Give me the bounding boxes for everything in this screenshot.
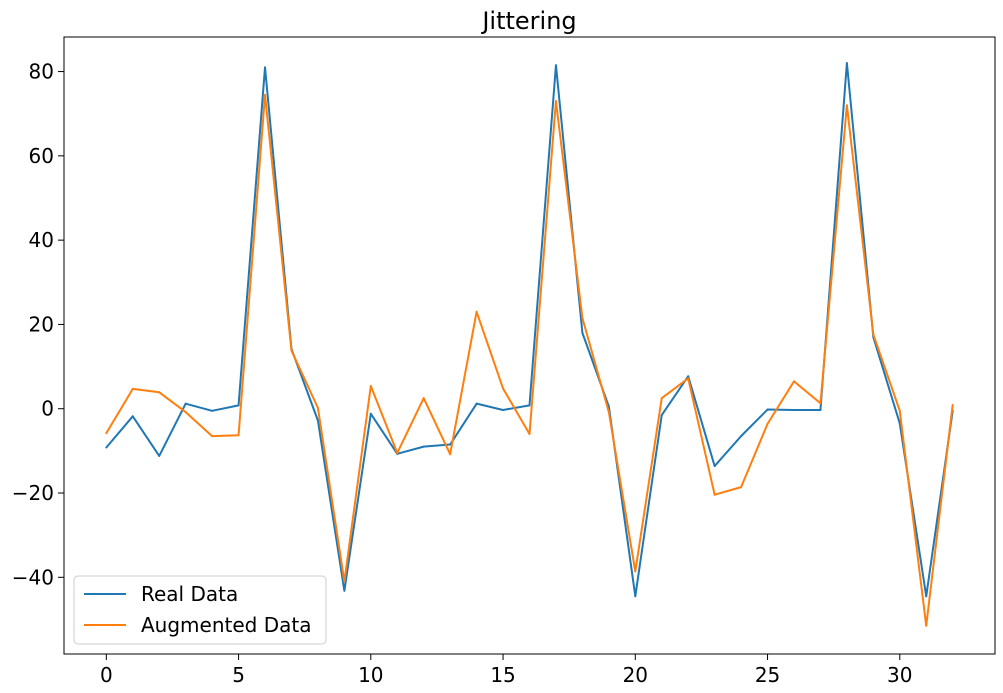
data-point (502, 387, 505, 390)
data-point (211, 435, 214, 438)
data-point (713, 493, 716, 496)
data-point (396, 451, 399, 454)
data-point (316, 419, 319, 422)
plot-area-frame (63, 36, 996, 655)
data-point (158, 454, 161, 457)
legend: Real Data Augmented Data (73, 575, 327, 645)
data-point (554, 64, 557, 67)
x-tick-label: 20 (623, 663, 648, 687)
y-tick-label: 60 (29, 144, 54, 168)
y-tick-label: 20 (29, 312, 54, 336)
data-point (105, 446, 108, 449)
series-line-real-data (105, 62, 954, 598)
data-point (528, 404, 531, 407)
data-point (264, 93, 267, 96)
data-point (634, 570, 637, 573)
data-point (475, 310, 478, 313)
data-point (528, 433, 531, 436)
data-point (184, 411, 187, 414)
y-tick-label: −20 (12, 481, 54, 505)
data-point (740, 435, 743, 438)
x-axis: 0 5 10 15 20 25 30 (100, 654, 913, 687)
data-point (634, 595, 637, 598)
data-point (687, 375, 690, 378)
y-tick-label: −40 (12, 565, 54, 589)
data-point (819, 408, 822, 411)
data-point (422, 397, 425, 400)
x-tick-label: 30 (887, 663, 912, 687)
data-point (925, 595, 928, 598)
data-point (845, 62, 848, 65)
x-tick-label: 10 (358, 663, 383, 687)
x-tick-label: 15 (490, 663, 515, 687)
y-axis: −40 −20 0 20 40 60 80 (12, 60, 64, 589)
data-point (449, 453, 452, 456)
data-point (290, 349, 293, 352)
legend-box (73, 575, 327, 645)
chart-title: Jittering (480, 7, 576, 35)
data-point (343, 580, 346, 583)
data-point (872, 333, 875, 336)
data-point (581, 317, 584, 320)
data-point (819, 402, 822, 405)
data-point (607, 411, 610, 414)
data-point (792, 380, 795, 383)
data-point (237, 434, 240, 437)
data-point (581, 331, 584, 334)
x-tick-label: 5 (232, 663, 245, 687)
y-tick-label: 40 (29, 228, 54, 252)
data-point (845, 104, 848, 107)
data-point (687, 377, 690, 380)
data-point (792, 408, 795, 411)
data-point (316, 406, 319, 409)
series-line-augmented-data (105, 93, 954, 627)
x-tick-label: 0 (100, 663, 113, 687)
legend-label-real-data: Real Data (141, 582, 238, 606)
data-point (925, 624, 928, 627)
data-point (131, 415, 134, 418)
data-point (369, 384, 372, 387)
data-point (211, 409, 214, 412)
data-point (766, 422, 769, 425)
y-tick-label: 0 (41, 397, 54, 421)
data-point (105, 432, 108, 435)
x-tick-label: 25 (755, 663, 780, 687)
data-point (766, 408, 769, 411)
data-point (264, 66, 267, 69)
y-tick-label: 80 (29, 60, 54, 84)
data-point (422, 445, 425, 448)
data-point (237, 404, 240, 407)
data-point (660, 414, 663, 417)
data-point (660, 397, 663, 400)
legend-label-augmented-data: Augmented Data (141, 613, 311, 637)
series-layer (105, 62, 954, 627)
data-point (158, 391, 161, 394)
data-point (343, 589, 346, 592)
data-point (554, 100, 557, 103)
series-points (105, 93, 954, 627)
data-point (502, 408, 505, 411)
data-point (740, 486, 743, 489)
data-point (951, 403, 954, 406)
data-point (475, 402, 478, 405)
data-point (369, 412, 372, 415)
data-point (713, 465, 716, 468)
data-point (184, 402, 187, 405)
data-point (449, 443, 452, 446)
data-point (131, 387, 134, 390)
data-point (898, 409, 901, 412)
